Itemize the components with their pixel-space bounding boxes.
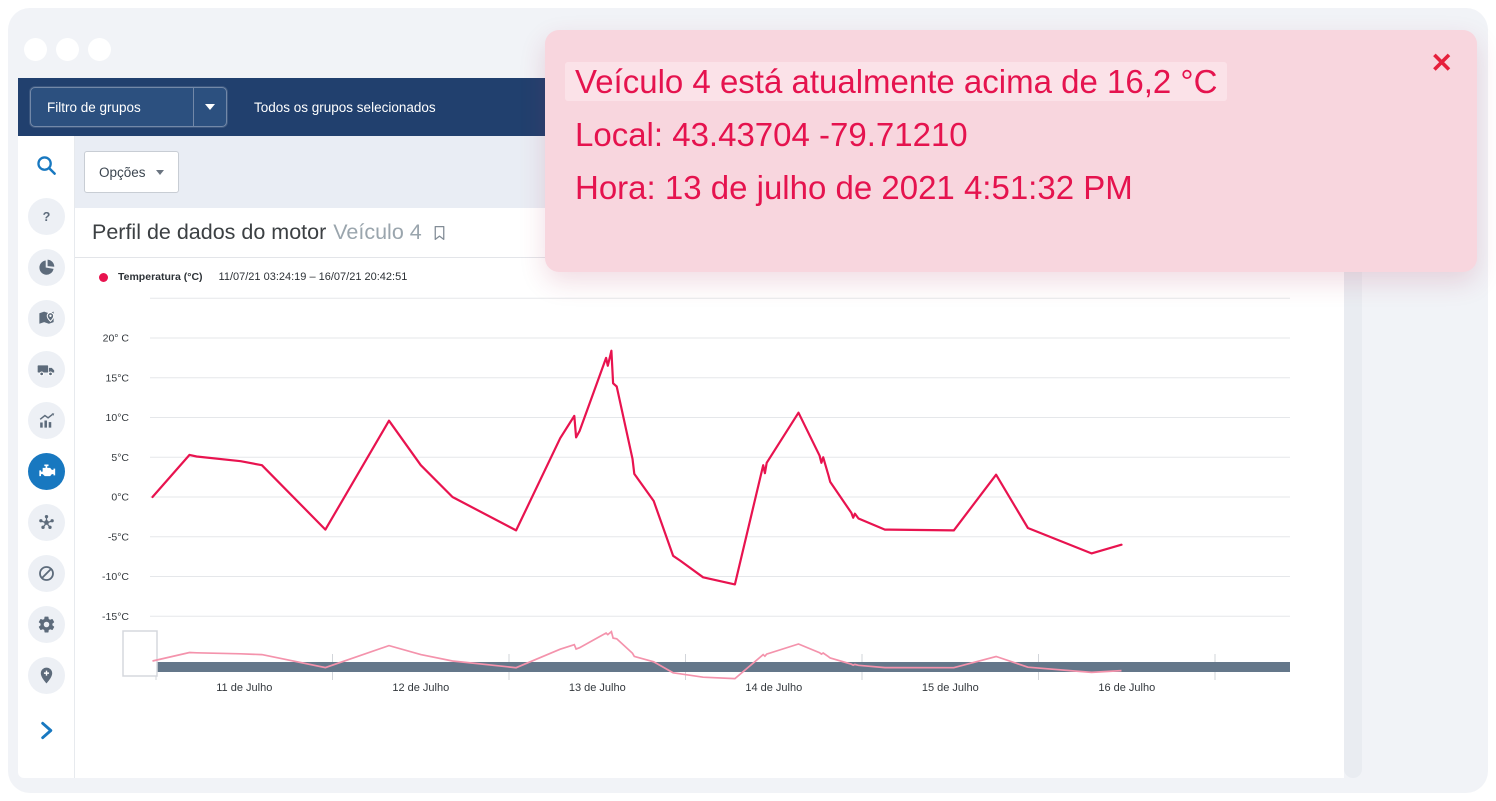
sidebar-nav: ? bbox=[18, 136, 75, 778]
svg-text:20° C: 20° C bbox=[103, 333, 130, 345]
close-icon[interactable]: ✕ bbox=[1430, 48, 1453, 78]
engine-icon bbox=[27, 453, 65, 490]
chevron-right-icon bbox=[28, 712, 65, 749]
series-label[interactable]: Temperatura (°C) bbox=[118, 271, 203, 283]
alert-notification: Veículo 4 está atualmente acima de 16,2 … bbox=[545, 30, 1477, 272]
chart-panel: Perfil de dados do motor Veículo 4 Tempe… bbox=[75, 208, 1344, 778]
svg-text:5°C: 5°C bbox=[111, 452, 129, 464]
svg-text:16 de Julho: 16 de Julho bbox=[1098, 682, 1155, 694]
bookmark-icon[interactable] bbox=[431, 223, 448, 243]
temperature-chart[interactable]: 20° C 15°C 10°C 5°C 0°C -5°C -10°C -15°C 11 de J… bbox=[75, 288, 1344, 758]
sidebar-item-exceptions[interactable] bbox=[18, 548, 74, 599]
alert-line-location: Local: 43.43704 -79.71210 bbox=[575, 116, 968, 153]
svg-text:-5°C: -5°C bbox=[108, 531, 130, 543]
options-button[interactable]: Opções bbox=[84, 151, 179, 193]
sidebar-item-map[interactable] bbox=[18, 293, 74, 344]
svg-text:15 de Julho: 15 de Julho bbox=[922, 682, 979, 694]
svg-text:?: ? bbox=[42, 210, 50, 224]
sidebar-item-search[interactable] bbox=[18, 140, 74, 191]
sidebar-item-settings[interactable] bbox=[18, 599, 74, 650]
window-dot[interactable] bbox=[88, 38, 111, 61]
gear-icon bbox=[27, 606, 65, 643]
alert-line-temperature: Veículo 4 está atualmente acima de 16,2 … bbox=[565, 55, 1389, 108]
navigator-series-line bbox=[152, 630, 1122, 680]
series-color-dot bbox=[99, 272, 108, 282]
svg-text:10°C: 10°C bbox=[106, 412, 130, 424]
page-title: Perfil de dados do motor bbox=[92, 220, 327, 244]
map-icon bbox=[27, 300, 65, 337]
group-filter-label[interactable]: Filtro de grupos bbox=[47, 99, 141, 115]
pin-plus-icon bbox=[27, 657, 65, 694]
group-filter-dropdown[interactable] bbox=[194, 88, 226, 126]
svg-text:15°C: 15°C bbox=[106, 372, 130, 384]
sidebar-item-rules[interactable] bbox=[18, 497, 74, 548]
help-icon: ? bbox=[27, 198, 65, 235]
page-toolbar: Opções bbox=[75, 136, 1344, 208]
sidebar-item-expand[interactable] bbox=[18, 705, 74, 756]
svg-text:0°C: 0°C bbox=[111, 492, 129, 504]
window-dot[interactable] bbox=[24, 38, 47, 61]
svg-text:13 de Julho: 13 de Julho bbox=[569, 682, 626, 694]
svg-text:-10°C: -10°C bbox=[102, 571, 129, 583]
trend-chart-icon bbox=[27, 402, 65, 439]
window-dot[interactable] bbox=[56, 38, 79, 61]
groups-selected-text: Todos os grupos selecionados bbox=[254, 99, 436, 115]
legend-date-range: 11/07/21 03:24:19 – 16/07/21 20:42:51 bbox=[218, 271, 408, 283]
pie-chart-icon bbox=[27, 249, 65, 286]
svg-text:-15°C: -15°C bbox=[102, 611, 129, 623]
navigator-handle[interactable] bbox=[122, 630, 158, 677]
truck-icon bbox=[27, 351, 65, 388]
sidebar-item-vehicles[interactable] bbox=[18, 344, 74, 395]
alert-line-time: Hora: 13 de julho de 2021 4:51:32 PM bbox=[575, 169, 1133, 206]
divider bbox=[193, 88, 194, 126]
sidebar-item-reports[interactable] bbox=[18, 242, 74, 293]
window-controls[interactable] bbox=[24, 38, 111, 61]
sidebar-item-productivity[interactable] bbox=[18, 395, 74, 446]
sidebar-item-help[interactable]: ? bbox=[18, 191, 74, 242]
temperature-series-line[interactable] bbox=[151, 349, 1123, 586]
chevron-down-icon bbox=[155, 169, 164, 175]
sidebar-item-zones[interactable] bbox=[18, 650, 74, 701]
svg-text:11 de Julho: 11 de Julho bbox=[216, 682, 272, 694]
vehicle-name: Veículo 4 bbox=[333, 220, 422, 244]
search-icon bbox=[28, 147, 65, 184]
gear-nodes-icon bbox=[27, 504, 65, 541]
navigator-bar[interactable] bbox=[156, 662, 1290, 672]
block-icon bbox=[27, 555, 65, 592]
svg-text:12 de Julho: 12 de Julho bbox=[392, 682, 449, 694]
group-filter-button[interactable]: Filtro de grupos bbox=[30, 87, 227, 127]
options-button-label: Opções bbox=[99, 164, 146, 180]
chart-legend: Temperatura (°C) 11/07/21 03:24:19 – 16/… bbox=[99, 271, 407, 283]
chevron-down-icon bbox=[205, 104, 215, 110]
svg-text:14 de Julho: 14 de Julho bbox=[745, 682, 802, 694]
sidebar-item-engine-data[interactable] bbox=[18, 446, 74, 497]
